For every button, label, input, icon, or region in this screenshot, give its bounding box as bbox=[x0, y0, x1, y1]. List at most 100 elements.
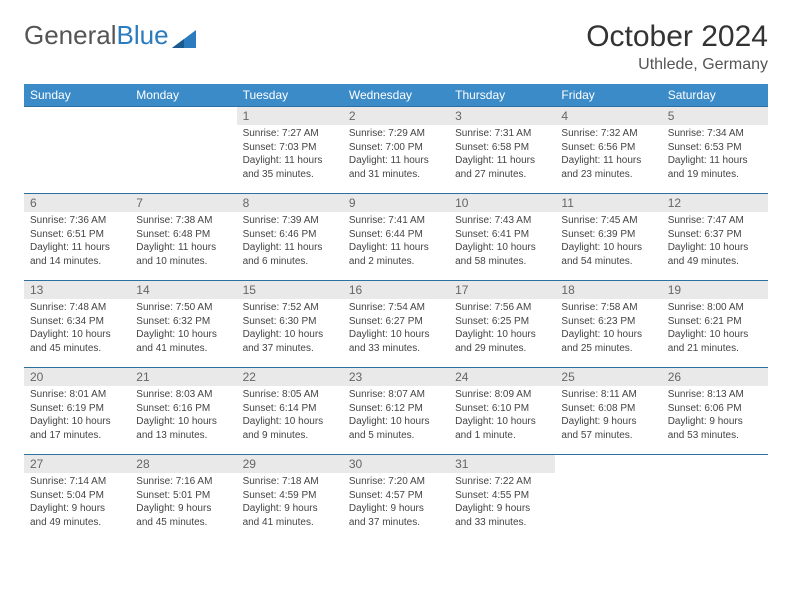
day-details: Sunrise: 7:41 AMSunset: 6:44 PMDaylight:… bbox=[343, 212, 449, 272]
day-details: Sunrise: 7:45 AMSunset: 6:39 PMDaylight:… bbox=[555, 212, 661, 272]
day-details: Sunrise: 7:58 AMSunset: 6:23 PMDaylight:… bbox=[555, 299, 661, 359]
day-number: 20 bbox=[24, 368, 130, 386]
dh-sat: Saturday bbox=[662, 84, 768, 107]
header: GeneralBlue October 2024 Uthlede, German… bbox=[24, 20, 768, 74]
daylight-text: Daylight: 11 hours and 27 minutes. bbox=[455, 154, 549, 181]
calendar-cell: 27Sunrise: 7:14 AMSunset: 5:04 PMDayligh… bbox=[24, 455, 130, 542]
day-details: Sunrise: 8:01 AMSunset: 6:19 PMDaylight:… bbox=[24, 386, 130, 446]
sunset-text: Sunset: 6:44 PM bbox=[349, 228, 443, 242]
sunrise-text: Sunrise: 7:39 AM bbox=[243, 214, 337, 228]
dh-tue: Tuesday bbox=[237, 84, 343, 107]
sunrise-text: Sunrise: 7:36 AM bbox=[30, 214, 124, 228]
day-number: 24 bbox=[449, 368, 555, 386]
sunset-text: Sunset: 6:12 PM bbox=[349, 402, 443, 416]
daylight-text: Daylight: 10 hours and 25 minutes. bbox=[561, 328, 655, 355]
daylight-text: Daylight: 11 hours and 14 minutes. bbox=[30, 241, 124, 268]
day-number: 9 bbox=[343, 194, 449, 212]
daylight-text: Daylight: 9 hours and 37 minutes. bbox=[349, 502, 443, 529]
sunrise-text: Sunrise: 8:09 AM bbox=[455, 388, 549, 402]
calendar-cell: 16Sunrise: 7:54 AMSunset: 6:27 PMDayligh… bbox=[343, 281, 449, 368]
sunset-text: Sunset: 6:21 PM bbox=[668, 315, 762, 329]
day-details: Sunrise: 7:34 AMSunset: 6:53 PMDaylight:… bbox=[662, 125, 768, 185]
daylight-text: Daylight: 10 hours and 41 minutes. bbox=[136, 328, 230, 355]
day-details: Sunrise: 7:16 AMSunset: 5:01 PMDaylight:… bbox=[130, 473, 236, 533]
sunrise-text: Sunrise: 7:41 AM bbox=[349, 214, 443, 228]
day-details: Sunrise: 8:00 AMSunset: 6:21 PMDaylight:… bbox=[662, 299, 768, 359]
calendar-cell: 9Sunrise: 7:41 AMSunset: 6:44 PMDaylight… bbox=[343, 194, 449, 281]
month-title: October 2024 bbox=[586, 20, 768, 54]
sunset-text: Sunset: 7:00 PM bbox=[349, 141, 443, 155]
sunset-text: Sunset: 6:19 PM bbox=[30, 402, 124, 416]
calendar-cell: 23Sunrise: 8:07 AMSunset: 6:12 PMDayligh… bbox=[343, 368, 449, 455]
sunrise-text: Sunrise: 7:56 AM bbox=[455, 301, 549, 315]
sunrise-text: Sunrise: 7:18 AM bbox=[243, 475, 337, 489]
day-details: Sunrise: 7:39 AMSunset: 6:46 PMDaylight:… bbox=[237, 212, 343, 272]
calendar-cell: 3Sunrise: 7:31 AMSunset: 6:58 PMDaylight… bbox=[449, 107, 555, 194]
calendar-cell: . bbox=[24, 107, 130, 194]
logo: GeneralBlue bbox=[24, 20, 196, 51]
day-number: 22 bbox=[237, 368, 343, 386]
calendar-row: 27Sunrise: 7:14 AMSunset: 5:04 PMDayligh… bbox=[24, 455, 768, 542]
daylight-text: Daylight: 11 hours and 2 minutes. bbox=[349, 241, 443, 268]
day-header-row: Sunday Monday Tuesday Wednesday Thursday… bbox=[24, 84, 768, 107]
day-details: Sunrise: 7:31 AMSunset: 6:58 PMDaylight:… bbox=[449, 125, 555, 185]
calendar-cell: 15Sunrise: 7:52 AMSunset: 6:30 PMDayligh… bbox=[237, 281, 343, 368]
dh-fri: Friday bbox=[555, 84, 661, 107]
calendar-cell: 17Sunrise: 7:56 AMSunset: 6:25 PMDayligh… bbox=[449, 281, 555, 368]
day-details: Sunrise: 7:14 AMSunset: 5:04 PMDaylight:… bbox=[24, 473, 130, 533]
calendar-cell: 12Sunrise: 7:47 AMSunset: 6:37 PMDayligh… bbox=[662, 194, 768, 281]
daylight-text: Daylight: 9 hours and 49 minutes. bbox=[30, 502, 124, 529]
daylight-text: Daylight: 10 hours and 45 minutes. bbox=[30, 328, 124, 355]
calendar-cell: 26Sunrise: 8:13 AMSunset: 6:06 PMDayligh… bbox=[662, 368, 768, 455]
calendar-row: 20Sunrise: 8:01 AMSunset: 6:19 PMDayligh… bbox=[24, 368, 768, 455]
calendar-cell: 25Sunrise: 8:11 AMSunset: 6:08 PMDayligh… bbox=[555, 368, 661, 455]
title-block: October 2024 Uthlede, Germany bbox=[586, 20, 768, 74]
sunrise-text: Sunrise: 7:32 AM bbox=[561, 127, 655, 141]
daylight-text: Daylight: 10 hours and 21 minutes. bbox=[668, 328, 762, 355]
sunset-text: Sunset: 7:03 PM bbox=[243, 141, 337, 155]
daylight-text: Daylight: 10 hours and 5 minutes. bbox=[349, 415, 443, 442]
logo-text-1: General bbox=[24, 20, 117, 51]
sunset-text: Sunset: 5:04 PM bbox=[30, 489, 124, 503]
sunset-text: Sunset: 6:51 PM bbox=[30, 228, 124, 242]
daylight-text: Daylight: 11 hours and 6 minutes. bbox=[243, 241, 337, 268]
sunrise-text: Sunrise: 7:22 AM bbox=[455, 475, 549, 489]
sunrise-text: Sunrise: 7:29 AM bbox=[349, 127, 443, 141]
calendar-cell: 8Sunrise: 7:39 AMSunset: 6:46 PMDaylight… bbox=[237, 194, 343, 281]
daylight-text: Daylight: 11 hours and 23 minutes. bbox=[561, 154, 655, 181]
day-number: 29 bbox=[237, 455, 343, 473]
sunset-text: Sunset: 6:08 PM bbox=[561, 402, 655, 416]
sunset-text: Sunset: 4:57 PM bbox=[349, 489, 443, 503]
calendar-cell: 14Sunrise: 7:50 AMSunset: 6:32 PMDayligh… bbox=[130, 281, 236, 368]
day-number: 7 bbox=[130, 194, 236, 212]
sunset-text: Sunset: 6:23 PM bbox=[561, 315, 655, 329]
calendar-cell: 4Sunrise: 7:32 AMSunset: 6:56 PMDaylight… bbox=[555, 107, 661, 194]
dh-mon: Monday bbox=[130, 84, 236, 107]
day-number: 28 bbox=[130, 455, 236, 473]
daylight-text: Daylight: 9 hours and 41 minutes. bbox=[243, 502, 337, 529]
day-number: 16 bbox=[343, 281, 449, 299]
calendar-cell: . bbox=[130, 107, 236, 194]
dh-sun: Sunday bbox=[24, 84, 130, 107]
sunrise-text: Sunrise: 7:52 AM bbox=[243, 301, 337, 315]
calendar-table: Sunday Monday Tuesday Wednesday Thursday… bbox=[24, 84, 768, 541]
sunrise-text: Sunrise: 8:03 AM bbox=[136, 388, 230, 402]
sunset-text: Sunset: 4:59 PM bbox=[243, 489, 337, 503]
day-number: 15 bbox=[237, 281, 343, 299]
sunrise-text: Sunrise: 7:43 AM bbox=[455, 214, 549, 228]
daylight-text: Daylight: 9 hours and 53 minutes. bbox=[668, 415, 762, 442]
calendar-cell: 21Sunrise: 8:03 AMSunset: 6:16 PMDayligh… bbox=[130, 368, 236, 455]
calendar-cell: 10Sunrise: 7:43 AMSunset: 6:41 PMDayligh… bbox=[449, 194, 555, 281]
day-details: Sunrise: 8:03 AMSunset: 6:16 PMDaylight:… bbox=[130, 386, 236, 446]
day-details: Sunrise: 7:54 AMSunset: 6:27 PMDaylight:… bbox=[343, 299, 449, 359]
logo-triangle-icon bbox=[172, 30, 196, 48]
day-number: 25 bbox=[555, 368, 661, 386]
logo-text-2: Blue bbox=[117, 20, 169, 51]
daylight-text: Daylight: 11 hours and 10 minutes. bbox=[136, 241, 230, 268]
day-details: Sunrise: 8:05 AMSunset: 6:14 PMDaylight:… bbox=[237, 386, 343, 446]
sunset-text: Sunset: 6:39 PM bbox=[561, 228, 655, 242]
sunrise-text: Sunrise: 8:13 AM bbox=[668, 388, 762, 402]
sunset-text: Sunset: 6:48 PM bbox=[136, 228, 230, 242]
sunset-text: Sunset: 6:37 PM bbox=[668, 228, 762, 242]
daylight-text: Daylight: 11 hours and 35 minutes. bbox=[243, 154, 337, 181]
